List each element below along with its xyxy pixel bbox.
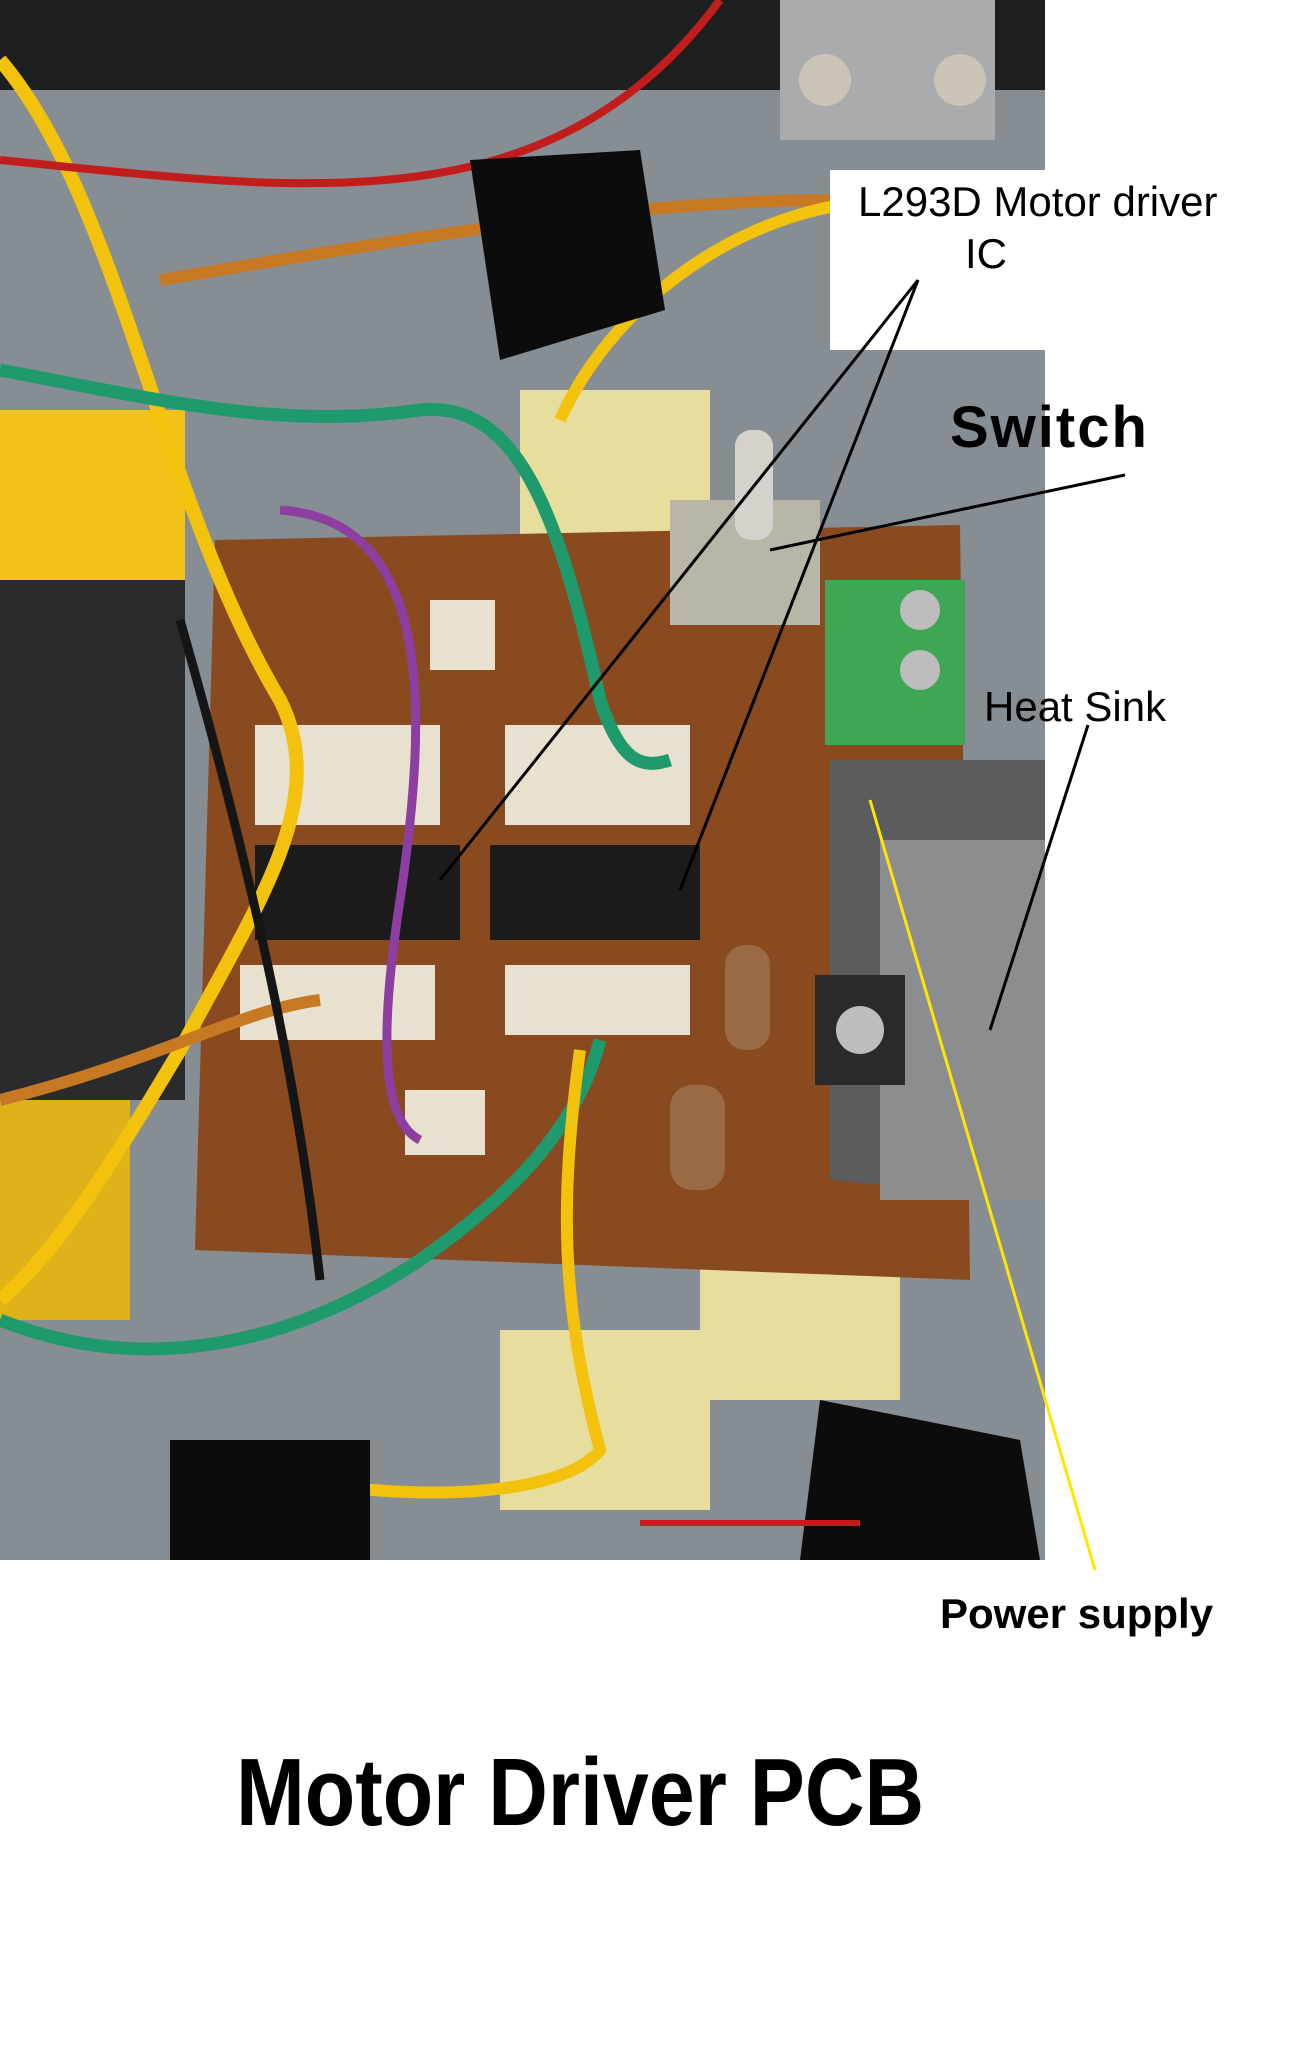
heat-sink-fin — [880, 840, 1045, 1200]
page-title: Motor Driver PCB — [236, 1739, 925, 1846]
capacitor — [670, 1085, 725, 1190]
callout-ic-right — [678, 279, 920, 891]
callout-ic-left — [438, 279, 920, 881]
black-tape — [470, 150, 665, 360]
l293d-ic-left — [255, 845, 460, 940]
capacitor — [725, 945, 770, 1050]
wire-red — [0, 0, 724, 188]
callout-switch — [769, 473, 1126, 552]
ic-label-line2: IC — [965, 230, 1007, 277]
ic-label-box — [830, 170, 1045, 350]
callout-power-supply — [868, 799, 1097, 1571]
red-wire-bottom — [640, 1520, 860, 1526]
callout-heat-sink — [988, 724, 1090, 1031]
switch-label: Switch — [950, 395, 1149, 460]
black-tape — [170, 1440, 370, 1560]
ic-label-line1: L293D Motor driver — [858, 178, 1218, 225]
connector-small — [405, 1090, 485, 1155]
wire-green — [0, 363, 673, 770]
motor-driver-photo — [0, 0, 1045, 1560]
transformer-yellow — [0, 410, 185, 580]
bracket-screw — [799, 54, 851, 106]
transformer-core — [0, 580, 185, 1100]
power-supply-label: Power supply — [940, 1590, 1214, 1637]
terminal-block — [825, 580, 965, 745]
wire-orange — [0, 994, 321, 1106]
bracket-screw — [934, 54, 986, 106]
connector — [505, 725, 690, 825]
regulator-screw — [836, 1006, 884, 1054]
heat-sink-label: Heat Sink — [984, 683, 1167, 730]
wire-black — [175, 618, 325, 1281]
connector — [505, 965, 690, 1035]
wire-purple — [279, 505, 423, 1145]
l293d-ic-right — [490, 845, 700, 940]
wire-green — [0, 1038, 607, 1356]
terminal-screw — [900, 590, 940, 630]
terminal-screw — [900, 650, 940, 690]
connector-small — [430, 600, 495, 670]
wire-yellow — [298, 1049, 607, 1499]
wire-yellow — [554, 199, 842, 423]
wire-yellow — [0, 55, 304, 1306]
